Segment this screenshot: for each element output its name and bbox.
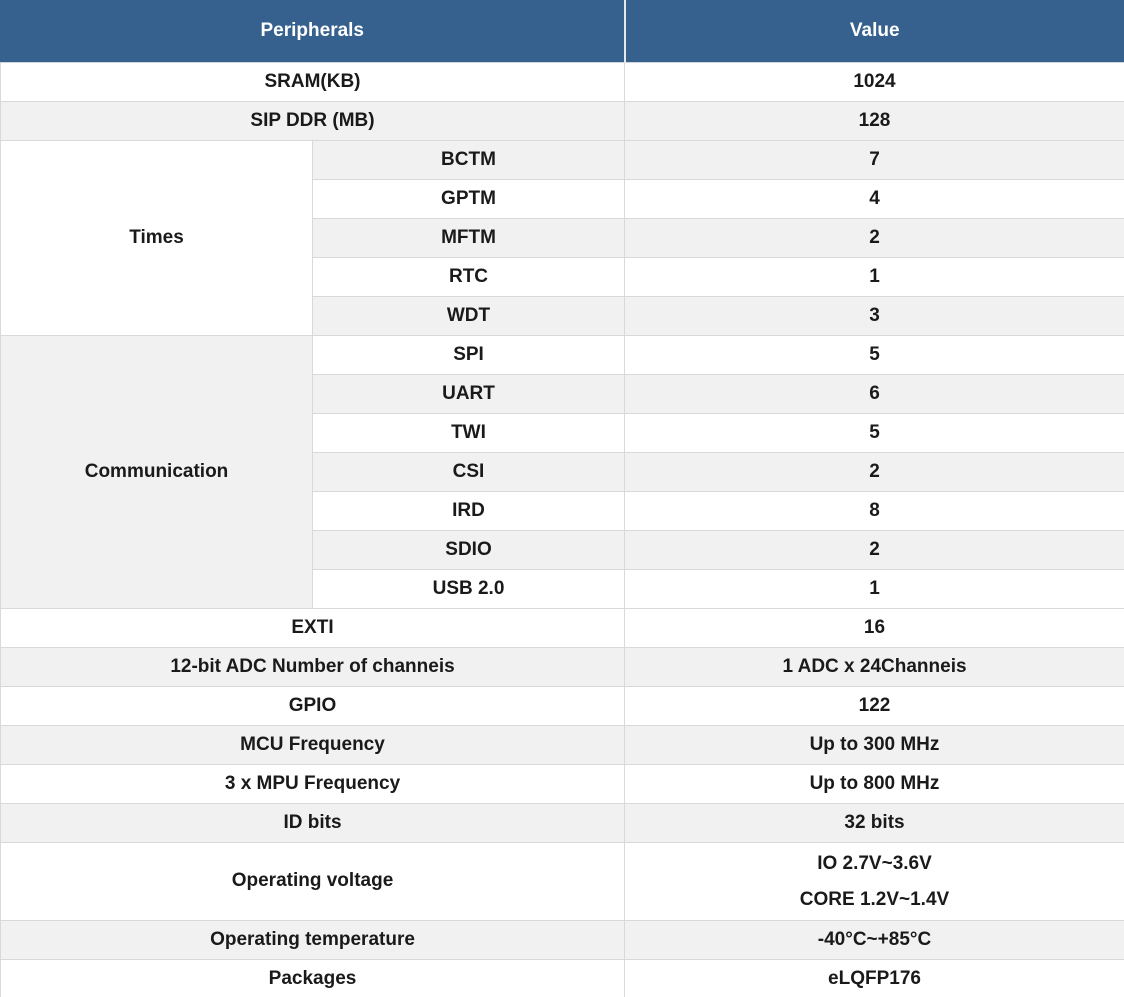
row-csi-label: CSI — [312, 452, 625, 492]
row-operating-temperature: Operating temperature -40°C~+85°C — [0, 920, 1124, 960]
row-uart-label: UART — [312, 374, 625, 414]
row-wdt-value: 3 — [624, 296, 1124, 336]
row-mftm-value: 2 — [624, 218, 1124, 258]
row-operating-temperature-label: Operating temperature — [0, 920, 625, 960]
row-mcu-frequency: MCU Frequency Up to 300 MHz — [0, 725, 1124, 765]
row-sdio-value: 2 — [624, 530, 1124, 570]
row-exti: EXTI 16 — [0, 608, 1124, 648]
row-usb: USB 2.0 1 — [1, 569, 1124, 609]
operating-voltage-core: CORE 1.2V~1.4V — [799, 888, 950, 910]
row-packages-value: eLQFP176 — [624, 959, 1124, 997]
header-cell-value: Value — [623, 0, 1124, 63]
row-uart-value: 6 — [624, 374, 1124, 414]
row-id-bits-value: 32 bits — [624, 803, 1124, 843]
row-usb-label: USB 2.0 — [312, 569, 625, 609]
row-operating-temperature-value: -40°C~+85°C — [624, 920, 1124, 960]
row-mftm-label: MFTM — [312, 218, 625, 258]
row-operating-voltage-value: IO 2.7V~3.6V CORE 1.2V~1.4V — [624, 842, 1124, 921]
row-sip-ddr-label: SIP DDR (MB) — [0, 101, 625, 141]
row-sdio-label: SDIO — [312, 530, 625, 570]
row-mcu-frequency-label: MCU Frequency — [0, 725, 625, 765]
row-exti-value: 16 — [624, 608, 1124, 648]
row-packages-label: Packages — [0, 959, 625, 997]
row-rtc-label: RTC — [312, 257, 625, 297]
row-sram: SRAM(KB) 1024 — [0, 62, 1124, 102]
row-bctm-label: BCTM — [312, 140, 625, 180]
row-sram-value: 1024 — [624, 62, 1124, 102]
row-usb-value: 1 — [624, 569, 1124, 609]
row-mpu-frequency-label: 3 x MPU Frequency — [0, 764, 625, 804]
row-gpio-label: GPIO — [0, 686, 625, 726]
row-gptm: GPTM 4 — [1, 179, 1124, 219]
group-cell-communication: Communication — [0, 335, 313, 609]
row-operating-voltage-label: Operating voltage — [0, 842, 625, 921]
row-csi-value: 2 — [624, 452, 1124, 492]
row-mpu-frequency: 3 x MPU Frequency Up to 800 MHz — [0, 764, 1124, 804]
row-sip-ddr-value: 128 — [624, 101, 1124, 141]
row-sdio: SDIO 2 — [1, 530, 1124, 570]
row-rtc: RTC 1 — [1, 257, 1124, 297]
operating-voltage-io: IO 2.7V~3.6V — [817, 852, 932, 874]
row-adc: 12-bit ADC Number of channeis 1 ADC x 24… — [0, 647, 1124, 687]
row-spi: Communication SPI 5 — [0, 335, 1124, 609]
row-operating-voltage: Operating voltage IO 2.7V~3.6V CORE 1.2V… — [0, 842, 1124, 921]
row-adc-label: 12-bit ADC Number of channeis — [0, 647, 625, 687]
row-wdt: WDT 3 — [1, 296, 1124, 336]
row-sip-ddr: SIP DDR (MB) 128 — [0, 101, 1124, 141]
row-csi: CSI 2 — [1, 452, 1124, 492]
row-ird-label: IRD — [312, 491, 625, 531]
row-exti-label: EXTI — [0, 608, 625, 648]
row-mcu-frequency-value: Up to 300 MHz — [624, 725, 1124, 765]
row-id-bits: ID bits 32 bits — [0, 803, 1124, 843]
row-id-bits-label: ID bits — [0, 803, 625, 843]
row-gptm-label: GPTM — [312, 179, 625, 219]
row-spi-value: 5 — [624, 335, 1124, 375]
row-packages: Packages eLQFP176 — [0, 959, 1124, 997]
row-rtc-value: 1 — [624, 257, 1124, 297]
row-twi-value: 5 — [624, 413, 1124, 453]
row-gpio-value: 122 — [624, 686, 1124, 726]
row-bctm: Times BCTM 7 — [0, 140, 1124, 336]
row-wdt-label: WDT — [312, 296, 625, 336]
header-cell-peripherals: Peripherals — [0, 0, 625, 63]
row-ird-value: 8 — [624, 491, 1124, 531]
row-twi-label: TWI — [312, 413, 625, 453]
row-uart: UART 6 — [1, 374, 1124, 414]
row-spi-label: SPI — [312, 335, 625, 375]
row-adc-value: 1 ADC x 24Channeis — [624, 647, 1124, 687]
row-bctm-value: 7 — [624, 140, 1124, 180]
row-gptm-value: 4 — [624, 179, 1124, 219]
row-mpu-frequency-value: Up to 800 MHz — [624, 764, 1124, 804]
header-row: Peripherals Value — [0, 0, 1124, 63]
row-sram-label: SRAM(KB) — [0, 62, 625, 102]
group-cell-times: Times — [0, 140, 313, 336]
row-gpio: GPIO 122 — [0, 686, 1124, 726]
row-mftm: MFTM 2 — [1, 218, 1124, 258]
row-ird: IRD 8 — [1, 491, 1124, 531]
row-twi: TWI 5 — [1, 413, 1124, 453]
